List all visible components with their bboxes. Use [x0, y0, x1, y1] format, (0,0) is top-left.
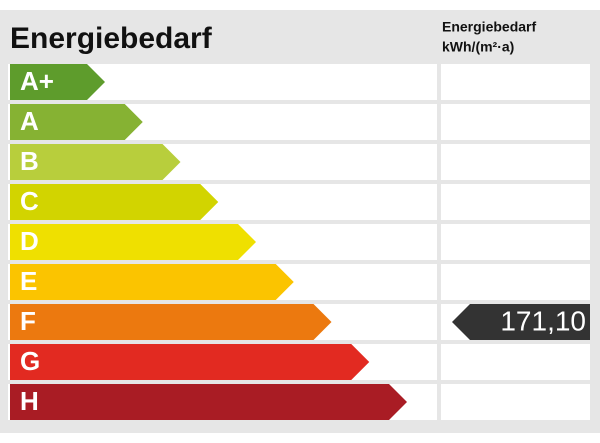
class-label: G	[20, 346, 40, 376]
value-marker	[452, 304, 590, 340]
class-arrow	[10, 264, 294, 300]
class-label: H	[20, 386, 39, 416]
value-cell	[441, 224, 590, 260]
value-cell	[441, 104, 590, 140]
class-arrow	[10, 384, 407, 420]
class-arrow	[10, 144, 181, 180]
value-cell	[441, 264, 590, 300]
value-cell	[441, 64, 590, 100]
value-cell	[441, 184, 590, 220]
class-label: C	[20, 186, 39, 216]
column-title: Energiebedarf	[442, 19, 536, 35]
class-label: E	[20, 266, 37, 296]
title: Energiebedarf	[10, 22, 213, 55]
value-cell	[441, 384, 590, 420]
class-label: D	[20, 226, 39, 256]
class-arrow	[10, 184, 219, 220]
class-label: A	[20, 106, 39, 136]
class-label: A+	[20, 66, 54, 96]
column-unit: kWh/(m²·a)	[442, 39, 514, 55]
class-arrow	[10, 224, 256, 260]
class-arrow	[10, 64, 105, 100]
class-arrow	[10, 104, 143, 140]
class-arrow	[10, 344, 370, 380]
value-cell	[441, 144, 590, 180]
value-cell	[441, 344, 590, 380]
class-label: B	[20, 146, 39, 176]
class-arrow	[10, 304, 332, 340]
class-label: F	[20, 306, 36, 336]
value-label: 171,10	[500, 305, 586, 336]
